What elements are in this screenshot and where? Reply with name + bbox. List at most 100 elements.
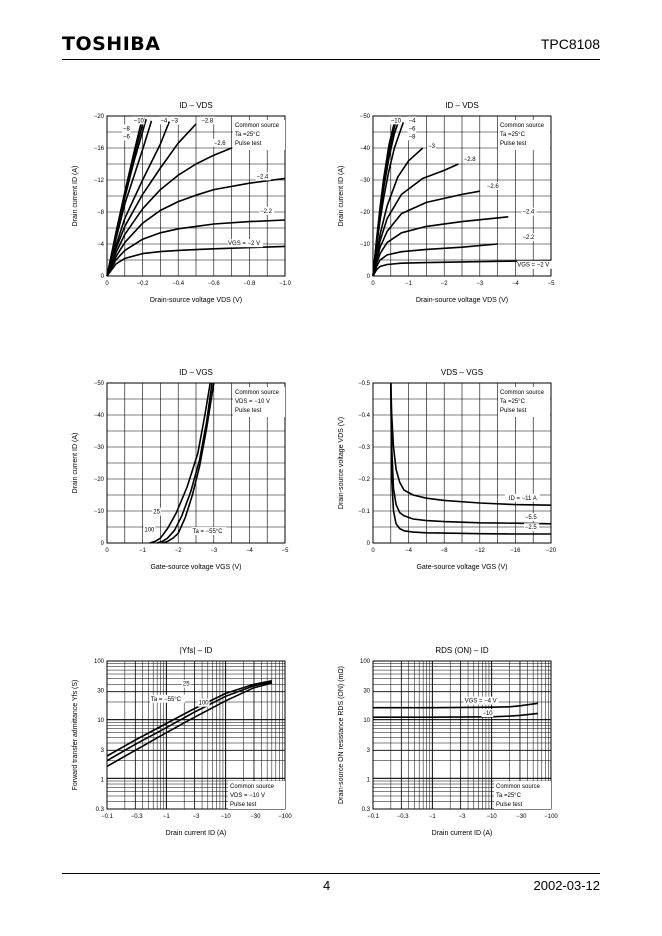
y-tick-label: −40: [94, 413, 105, 419]
conditions-box: [233, 120, 285, 150]
conditions-box: [228, 781, 285, 809]
series-label: −4: [160, 118, 168, 124]
series-label: −10: [134, 118, 145, 124]
series-label: −8: [409, 134, 417, 140]
y-tick-label: −40: [360, 146, 371, 152]
series-line: [372, 147, 424, 277]
series-label-bg: [504, 493, 540, 502]
series-label: −8: [123, 126, 131, 132]
x-tick-label: −5: [548, 281, 556, 287]
y-tick-label: 1: [101, 777, 105, 783]
series-line: [156, 382, 213, 544]
y-tick-label: 0.3: [362, 807, 371, 813]
series-label-bg: [407, 132, 417, 141]
x-tick-label: −16: [510, 548, 521, 554]
footer-rule: [62, 873, 600, 874]
plot-frame: [372, 382, 552, 544]
y-axis-label: Drain current ID (A): [338, 166, 345, 227]
conditions-text: Ta =25°C: [235, 132, 261, 138]
y-axis-label: Drain current ID (A): [72, 433, 79, 494]
series-label-bg: [462, 154, 478, 163]
series-label-bg: [523, 523, 540, 532]
y-tick-label: −0.3: [358, 445, 371, 451]
y-axis-label: Drain current ID (A): [72, 166, 79, 227]
series-label: −2.6: [487, 184, 500, 190]
series-label-bg: [389, 116, 402, 125]
series-label-bg: [259, 206, 275, 215]
series-label: VGS = −2 V: [228, 241, 260, 247]
x-tick-label: −4: [405, 548, 413, 554]
x-tick-label: 0: [371, 281, 375, 287]
plot-frame: [106, 660, 286, 810]
series-line: [106, 219, 286, 277]
series-line: [372, 243, 498, 277]
y-axis-label: Drain-source ON resistance RDS (ON) (mΩ): [338, 666, 345, 804]
x-tick-label: 0: [105, 548, 109, 554]
conditions-text: Common source: [235, 123, 280, 129]
conditions-text: Ta =25°C: [500, 399, 526, 405]
y-tick-label: 3: [367, 748, 371, 754]
conditions-text: VDS = −10 V: [235, 399, 270, 405]
series-line: [161, 382, 215, 544]
x-tick-label: −0.3: [397, 814, 410, 820]
series-label-bg: [407, 124, 417, 133]
x-tick-label: −0.3: [131, 814, 144, 820]
conditions-text: Ta =25°C: [500, 132, 526, 138]
series-line: [149, 382, 211, 544]
series-label: −2.8: [201, 118, 214, 124]
series-label-bg: [170, 116, 179, 125]
x-tick-label: −0.4: [172, 281, 185, 287]
series-label: VGS = −2 V: [517, 263, 549, 269]
y-tick-label: −50: [94, 381, 105, 387]
y-tick-label: −0.5: [358, 381, 371, 387]
x-tick-label: −4: [512, 281, 520, 287]
y-tick-label: −50: [360, 114, 371, 120]
conditions-text: Pulse test: [230, 802, 257, 808]
y-axis-label: Forward transfer admittance Yfs (S): [72, 680, 79, 791]
conditions-text: Common source: [496, 784, 541, 790]
series-label: −3: [171, 118, 179, 124]
x-tick-label: −12: [475, 548, 486, 554]
conditions-text: Common source: [500, 390, 545, 396]
series-label-bg: [521, 233, 537, 242]
chart-title: RDS (ON) – ID: [435, 646, 489, 655]
x-axis-label: Drain-source voltage VDS (V): [150, 297, 242, 304]
x-tick-label: −100: [278, 814, 292, 820]
series-line: [106, 245, 286, 277]
series-label-bg: [463, 696, 499, 705]
y-tick-label: 100: [94, 659, 105, 665]
y-tick-label: −4: [97, 242, 105, 248]
conditions-text: Pulse test: [496, 802, 523, 808]
series-label: 100: [144, 527, 155, 533]
x-tick-label: −4: [246, 548, 254, 554]
series-label-bg: [485, 182, 502, 190]
series-label-bg: [181, 679, 191, 688]
series-label-bg: [191, 527, 227, 536]
series-line: [390, 382, 551, 535]
x-tick-label: −0.1: [367, 814, 380, 820]
conditions-text: Pulse test: [500, 141, 527, 147]
series-label-bg: [197, 698, 210, 707]
conditions-text: Pulse test: [235, 141, 262, 147]
y-tick-label: 0: [367, 274, 371, 280]
y-tick-label: −20: [360, 210, 371, 216]
y-tick-label: −20: [94, 477, 105, 483]
conditions-text: Common source: [235, 390, 280, 396]
page-number: 4: [323, 878, 331, 893]
series-line: [106, 123, 197, 277]
x-tick-label: −0.6: [208, 281, 221, 287]
chart-title: ID – VDS: [179, 101, 212, 110]
plot-frame: [372, 115, 552, 277]
series-line: [106, 116, 144, 277]
toshiba-logo: TOSHIBA: [62, 33, 161, 55]
y-tick-label: −10: [360, 242, 371, 248]
x-tick-label: −1: [163, 814, 171, 820]
x-tick-label: −3: [459, 814, 467, 820]
x-tick-label: −3: [476, 281, 484, 287]
x-tick-label: −30: [516, 814, 527, 820]
x-axis-label: Gate-source voltage VGS (V): [416, 564, 507, 571]
y-tick-label: 0: [101, 274, 105, 280]
x-axis-label: Drain current ID (A): [166, 830, 227, 837]
